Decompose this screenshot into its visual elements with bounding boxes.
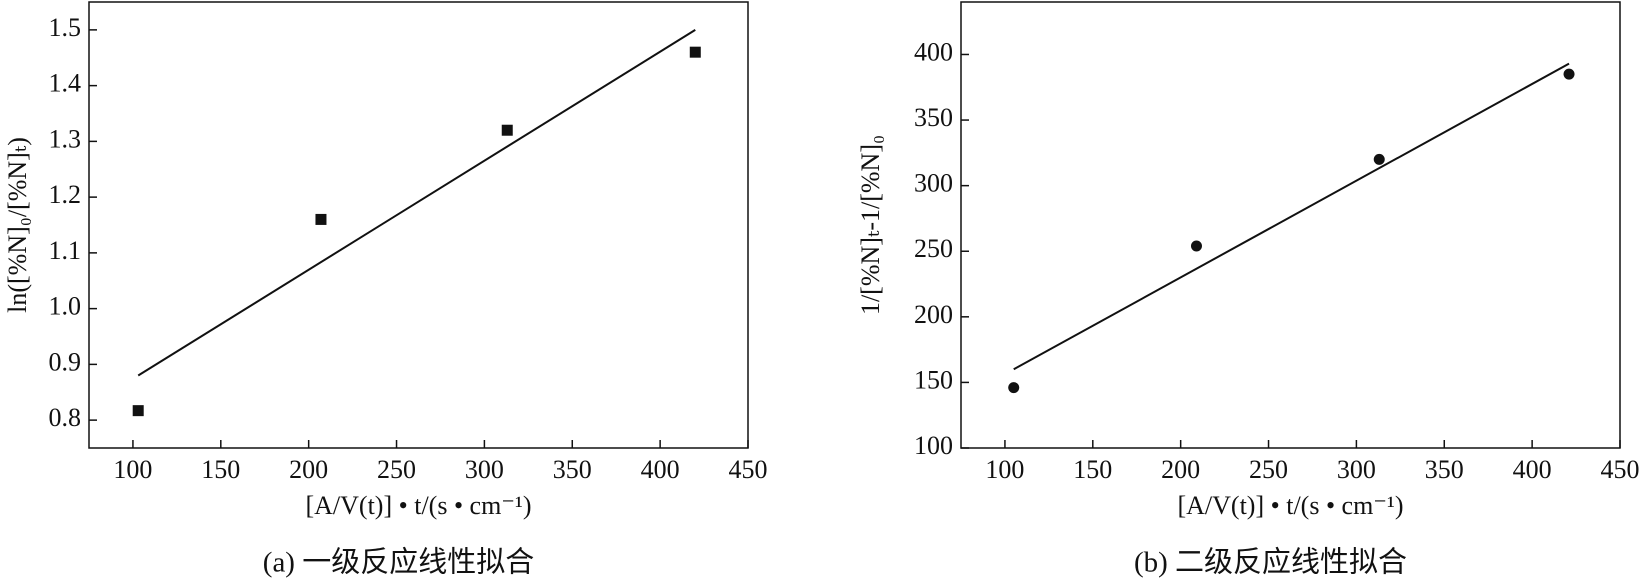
y-axis-label: ln([%N]₀/[%N]ₜ): [3, 137, 32, 313]
x-tick-label: 100: [113, 455, 152, 484]
point: [315, 213, 327, 225]
plot-frame: [960, 1, 1621, 449]
x-tick-label: 250: [1249, 455, 1288, 484]
y-tick-label: 150: [914, 365, 953, 394]
x-tick-label: 450: [729, 455, 768, 484]
y-tick-label: 1.1: [49, 236, 82, 265]
y-axis-label: 1/[%N]ₜ-1/[%N]₀: [856, 135, 885, 315]
x-tick-label: 150: [201, 455, 240, 484]
x-tick-label: 250: [377, 455, 416, 484]
y-tick-label: 1.5: [49, 13, 82, 42]
x-tick-label: 100: [985, 455, 1024, 484]
y-tick-label: 250: [914, 234, 953, 263]
x-tick-label: 200: [289, 455, 328, 484]
y-tick-label: 1.4: [49, 69, 82, 98]
y-tick-label: 350: [914, 103, 953, 132]
x-tick-label: 350: [1425, 455, 1464, 484]
y-tick-label: 1.0: [49, 292, 82, 321]
x-axis-label: [A/V(t)] • t/(s • cm⁻¹): [1177, 491, 1403, 520]
x-tick-label: 450: [1601, 455, 1640, 484]
x-tick-label: 400: [641, 455, 680, 484]
fit-line: [1013, 62, 1570, 371]
point: [1563, 68, 1575, 80]
x-tick-label: 200: [1161, 455, 1200, 484]
point: [1373, 153, 1385, 165]
point: [1190, 240, 1202, 252]
x-tick-label: 400: [1513, 455, 1552, 484]
x-tick-label: 300: [465, 455, 504, 484]
y-tick-label: 1.2: [49, 180, 82, 209]
caption: (a) 一级反应线性拟合: [263, 546, 534, 579]
x-tick-label: 150: [1073, 455, 1112, 484]
plot-frame: [88, 1, 749, 449]
y-tick-label: 300: [914, 169, 953, 198]
y-tick-label: 0.8: [49, 403, 82, 432]
y-tick-label: 200: [914, 300, 953, 329]
point: [501, 124, 513, 136]
x-tick-label: 300: [1337, 455, 1376, 484]
y-tick-label: 0.9: [49, 347, 82, 376]
x-tick-label: 350: [553, 455, 592, 484]
fit-line: [137, 29, 696, 377]
y-tick-label: 1.3: [49, 124, 82, 153]
point: [1008, 382, 1020, 394]
y-tick-label: 400: [914, 37, 953, 66]
point: [689, 46, 701, 58]
x-axis-label: [A/V(t)] • t/(s • cm⁻¹): [305, 491, 531, 520]
y-tick-label: 100: [914, 431, 953, 460]
caption: (b) 二级反应线性拟合: [1134, 546, 1407, 579]
point: [132, 405, 144, 417]
